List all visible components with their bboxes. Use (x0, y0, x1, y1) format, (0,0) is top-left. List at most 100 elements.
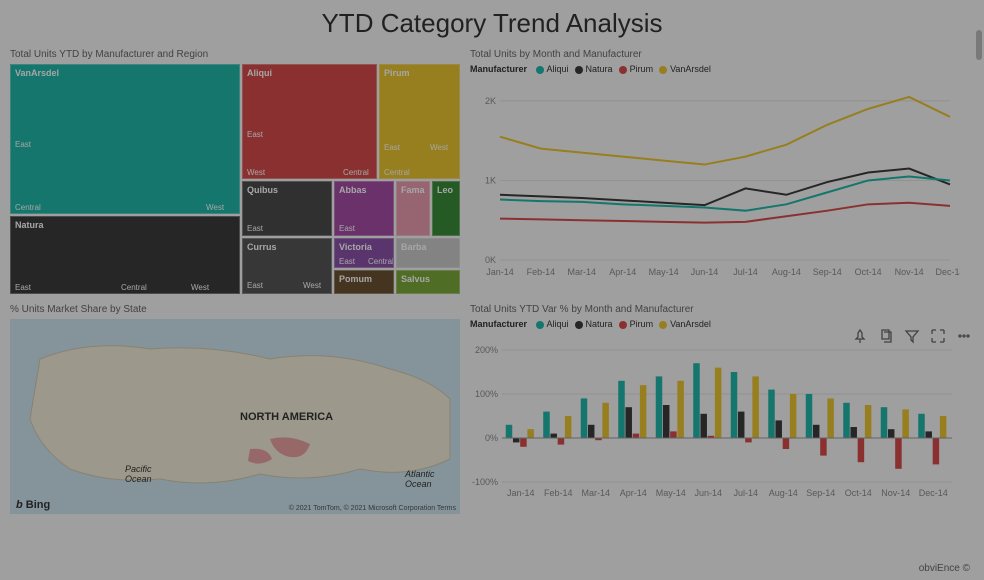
bar-pirum-4[interactable] (670, 431, 676, 438)
svg-text:Jan-14: Jan-14 (507, 488, 535, 498)
barchart-title: Total Units YTD Var % by Month and Manuf… (470, 304, 974, 315)
treemap-cell-victoria[interactable]: VictoriaEastCentral (334, 238, 394, 268)
bar-vanarsdel-9[interactable] (865, 405, 871, 438)
footer-copyright: obviEnce © (919, 563, 970, 574)
svg-text:Jun-14: Jun-14 (691, 267, 719, 277)
svg-text:100%: 100% (475, 389, 498, 399)
bar-aliqui-8[interactable] (806, 394, 812, 438)
bar-pirum-3[interactable] (633, 434, 639, 438)
linechart-visual[interactable]: Total Units by Month and Manufacturer Ma… (470, 49, 974, 294)
bar-pirum-7[interactable] (783, 438, 789, 449)
bar-aliqui-3[interactable] (618, 381, 624, 438)
treemap-cell-abbas[interactable]: AbbasEast (334, 181, 394, 236)
treemap-cell-pomum[interactable]: Pomum (334, 270, 394, 294)
svg-text:Feb-14: Feb-14 (544, 488, 573, 498)
bar-vanarsdel-1[interactable] (565, 416, 571, 438)
treemap-cell-leo[interactable]: Leo (432, 181, 460, 236)
svg-text:Sep-14: Sep-14 (806, 488, 835, 498)
svg-text:Jul-14: Jul-14 (733, 267, 758, 277)
linechart-legend: Manufacturer AliquiNaturaPirumVanArsdel (470, 64, 974, 74)
bar-natura-7[interactable] (775, 420, 781, 438)
bar-pirum-1[interactable] (558, 438, 564, 445)
bar-pirum-11[interactable] (933, 438, 939, 464)
scrollbar[interactable] (976, 30, 982, 60)
svg-text:May-14: May-14 (656, 488, 686, 498)
treemap-cell-natura[interactable]: NaturaEastCentralWest (10, 216, 240, 294)
svg-text:Dec-14: Dec-14 (935, 267, 960, 277)
svg-text:Sep-14: Sep-14 (813, 267, 842, 277)
bar-aliqui-5[interactable] (693, 363, 699, 438)
svg-text:Aug-14: Aug-14 (772, 267, 801, 277)
bar-natura-5[interactable] (700, 414, 706, 438)
map-atlantic-label: Atlantic Ocean (405, 469, 435, 489)
bar-pirum-0[interactable] (520, 438, 526, 447)
pin-icon[interactable] (852, 328, 868, 344)
bar-natura-1[interactable] (550, 434, 556, 438)
more-icon[interactable] (956, 328, 972, 344)
map-attribution: © 2021 TomTom, © 2021 Microsoft Corporat… (289, 505, 456, 512)
svg-text:May-14: May-14 (649, 267, 679, 277)
bar-vanarsdel-5[interactable] (715, 368, 721, 438)
bar-aliqui-0[interactable] (506, 425, 512, 438)
bar-aliqui-1[interactable] (543, 412, 549, 438)
bar-vanarsdel-10[interactable] (902, 409, 908, 438)
map-visual[interactable]: % Units Market Share by State NORTH AMER… (10, 304, 460, 514)
bar-vanarsdel-0[interactable] (527, 429, 533, 438)
line-series-natura[interactable] (500, 169, 950, 206)
svg-text:Jul-14: Jul-14 (733, 488, 758, 498)
bar-natura-8[interactable] (813, 425, 819, 438)
treemap-cell-vanarsdel[interactable]: VanArsdelEastCentralWest (10, 64, 240, 214)
map-center-label: NORTH AMERICA (240, 411, 333, 423)
bar-aliqui-6[interactable] (731, 372, 737, 438)
line-series-aliqui[interactable] (500, 176, 950, 210)
bar-pirum-9[interactable] (858, 438, 864, 462)
bar-aliqui-9[interactable] (843, 403, 849, 438)
bar-natura-0[interactable] (513, 438, 519, 442)
bar-vanarsdel-2[interactable] (602, 403, 608, 438)
svg-text:Nov-14: Nov-14 (895, 267, 924, 277)
copy-icon[interactable] (878, 328, 894, 344)
bar-pirum-8[interactable] (820, 438, 826, 456)
treemap-cell-quibus[interactable]: QuibusEast (242, 181, 332, 236)
treemap-cell-currus[interactable]: CurrusEastWest (242, 238, 332, 294)
treemap-cell-pirum[interactable]: PirumEastWestCentral (379, 64, 460, 179)
treemap-cell-salvus[interactable]: Salvus (396, 270, 460, 294)
svg-text:2K: 2K (485, 96, 496, 106)
bar-pirum-6[interactable] (745, 438, 751, 442)
bar-aliqui-4[interactable] (656, 376, 662, 438)
bar-aliqui-7[interactable] (768, 390, 774, 438)
bar-pirum-10[interactable] (895, 438, 901, 469)
linechart-title: Total Units by Month and Manufacturer (470, 49, 974, 60)
focus-icon[interactable] (930, 328, 946, 344)
treemap-visual[interactable]: Total Units YTD by Manufacturer and Regi… (10, 49, 460, 294)
bar-natura-4[interactable] (663, 405, 669, 438)
bar-vanarsdel-7[interactable] (790, 394, 796, 438)
svg-text:Aug-14: Aug-14 (769, 488, 798, 498)
bar-natura-11[interactable] (925, 431, 931, 438)
svg-text:Apr-14: Apr-14 (620, 488, 647, 498)
treemap-cell-fama[interactable]: Fama (396, 181, 430, 236)
treemap-cell-barba[interactable]: Barba (396, 238, 460, 268)
bar-natura-9[interactable] (850, 427, 856, 438)
bar-vanarsdel-6[interactable] (752, 376, 758, 438)
line-series-vanarsdel[interactable] (500, 97, 950, 165)
svg-text:200%: 200% (475, 345, 498, 355)
svg-text:Apr-14: Apr-14 (609, 267, 636, 277)
bar-vanarsdel-8[interactable] (827, 398, 833, 438)
svg-text:Jan-14: Jan-14 (486, 267, 514, 277)
line-series-pirum[interactable] (500, 203, 950, 223)
filter-icon[interactable] (904, 328, 920, 344)
treemap-cell-aliqui[interactable]: AliquiEastWestCentral (242, 64, 377, 179)
bar-aliqui-11[interactable] (918, 414, 924, 438)
bar-vanarsdel-4[interactable] (677, 381, 683, 438)
map-provider: b Bing (16, 499, 50, 511)
svg-text:Jun-14: Jun-14 (694, 488, 722, 498)
bar-natura-10[interactable] (888, 429, 894, 438)
bar-aliqui-10[interactable] (881, 407, 887, 438)
bar-natura-6[interactable] (738, 412, 744, 438)
bar-aliqui-2[interactable] (581, 398, 587, 438)
bar-vanarsdel-3[interactable] (640, 385, 646, 438)
bar-natura-3[interactable] (625, 407, 631, 438)
bar-natura-2[interactable] (588, 425, 594, 438)
bar-vanarsdel-11[interactable] (940, 416, 946, 438)
